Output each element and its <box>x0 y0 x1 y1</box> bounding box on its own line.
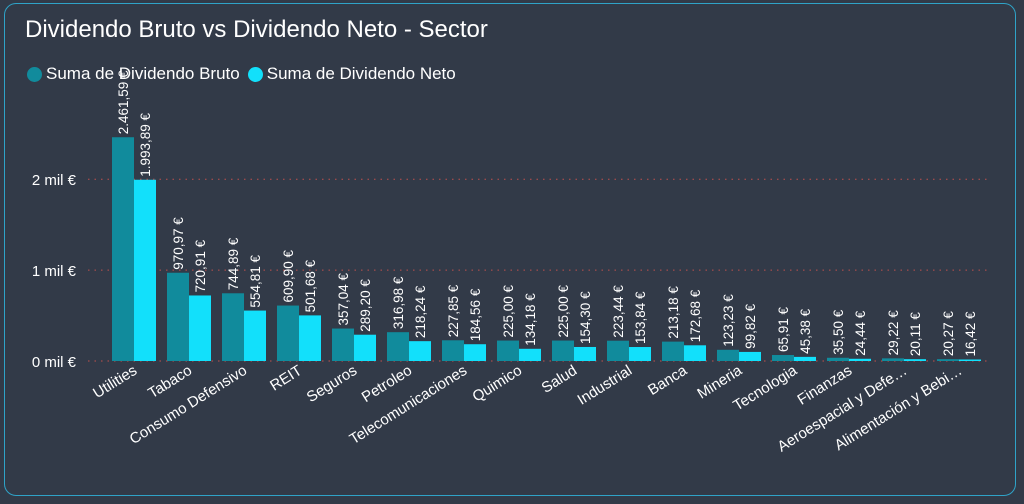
bar-neto-10 <box>684 345 706 361</box>
bar-bruto-7 <box>497 340 519 361</box>
legend-swatch-bruto <box>27 66 42 82</box>
data-label-bruto-14: 29,22 € <box>886 310 901 356</box>
bar-neto-0 <box>134 179 156 361</box>
x-tick-label-7: Quimico <box>469 362 525 406</box>
bar-neto-13 <box>849 358 871 361</box>
data-label-bruto-6: 227,85 € <box>446 284 461 337</box>
data-label-neto-1: 720,91 € <box>193 239 208 292</box>
bar-bruto-2 <box>222 293 244 361</box>
x-tick-label-0: Utilities <box>90 362 140 402</box>
data-label-bruto-0: 2.461,59 € <box>116 70 131 134</box>
legend-label-bruto: Suma de Dividendo Bruto <box>46 64 240 83</box>
bar-neto-6 <box>464 344 486 361</box>
bar-bruto-4 <box>332 328 354 361</box>
bar-bruto-3 <box>277 305 299 361</box>
bar-bruto-11 <box>717 349 739 361</box>
bar-neto-9 <box>629 347 651 361</box>
bar-neto-1 <box>189 295 211 361</box>
bar-bruto-13 <box>827 357 849 361</box>
legend-item-neto[interactable]: Suma de Dividendo Neto <box>247 64 456 84</box>
bar-bruto-8 <box>552 340 574 361</box>
data-label-bruto-11: 123,23 € <box>721 294 736 347</box>
bar-neto-11 <box>739 351 761 361</box>
chart-title: Dividendo Bruto vs Dividendo Neto - Sect… <box>25 16 488 43</box>
x-tick-label-8: Salud <box>539 362 581 397</box>
data-label-bruto-12: 65,91 € <box>776 306 791 352</box>
data-label-bruto-3: 609,90 € <box>281 250 296 303</box>
data-label-neto-13: 24,44 € <box>853 310 868 356</box>
legend-label-neto: Suma de Dividendo Neto <box>266 64 456 83</box>
data-label-bruto-7: 225,00 € <box>501 285 516 338</box>
bar-bruto-12 <box>772 355 794 361</box>
data-label-neto-0: 1.993,89 € <box>138 112 153 176</box>
bar-bruto-6 <box>442 340 464 361</box>
data-label-bruto-15: 20,27 € <box>941 311 956 357</box>
bar-bruto-9 <box>607 340 629 361</box>
data-label-neto-4: 289,20 € <box>358 279 373 332</box>
data-label-neto-9: 153,84 € <box>633 291 648 344</box>
data-label-neto-15: 16,42 € <box>963 311 978 357</box>
data-label-bruto-10: 213,18 € <box>666 286 681 339</box>
chart-card: Dividendo Bruto vs Dividendo Neto - Sect… <box>4 3 1016 496</box>
bar-neto-14 <box>904 359 926 361</box>
bar-bruto-1 <box>167 272 189 361</box>
data-label-bruto-9: 223,44 € <box>611 285 626 338</box>
bar-neto-2 <box>244 310 266 361</box>
data-label-neto-8: 154,30 € <box>578 291 593 344</box>
data-label-neto-6: 184,56 € <box>468 288 483 341</box>
bar-neto-5 <box>409 341 431 361</box>
bar-bruto-0 <box>112 137 134 361</box>
bar-neto-3 <box>299 315 321 361</box>
data-label-neto-10: 172,68 € <box>688 289 703 342</box>
y-tick-label-0: 0 mil € <box>32 354 77 371</box>
x-tick-label-4: Seguros <box>304 362 360 406</box>
data-label-bruto-8: 225,00 € <box>556 285 571 338</box>
data-label-neto-3: 501,68 € <box>303 259 318 312</box>
data-label-neto-2: 554,81 € <box>248 255 263 308</box>
data-label-neto-7: 134,18 € <box>523 293 538 346</box>
legend-swatch-neto <box>247 66 263 82</box>
bar-bruto-10 <box>662 341 684 361</box>
y-tick-label-1: 1 mil € <box>32 263 77 280</box>
data-label-neto-11: 99,82 € <box>743 303 758 349</box>
bar-neto-7 <box>519 348 541 361</box>
data-label-bruto-4: 357,04 € <box>336 273 351 326</box>
x-tick-label-10: Banca <box>645 362 691 399</box>
x-tick-label-9: Industrial <box>574 362 635 409</box>
bar-neto-12 <box>794 356 816 361</box>
data-label-bruto-13: 35,50 € <box>831 309 846 355</box>
bar-neto-4 <box>354 334 376 361</box>
data-label-bruto-5: 316,98 € <box>391 276 406 329</box>
legend-item-bruto[interactable]: Suma de Dividendo Bruto <box>27 64 240 84</box>
chart-legend: Suma de Dividendo Bruto Suma de Dividend… <box>27 64 464 84</box>
bar-neto-8 <box>574 346 596 361</box>
bar-neto-15 <box>959 359 981 361</box>
bar-bruto-5 <box>387 332 409 361</box>
y-tick-label-2: 2 mil € <box>32 172 77 189</box>
data-label-bruto-2: 744,89 € <box>226 237 241 290</box>
data-label-neto-14: 20,11 € <box>908 312 923 357</box>
data-label-bruto-1: 970,97 € <box>171 217 186 270</box>
bar-bruto-15 <box>937 359 959 361</box>
data-label-neto-12: 45,38 € <box>798 308 813 354</box>
bar-bruto-14 <box>882 358 904 361</box>
x-tick-label-12: Tecnologia <box>730 362 800 415</box>
x-tick-label-3: REIT <box>267 362 305 395</box>
data-label-neto-5: 218,24 € <box>413 285 428 338</box>
